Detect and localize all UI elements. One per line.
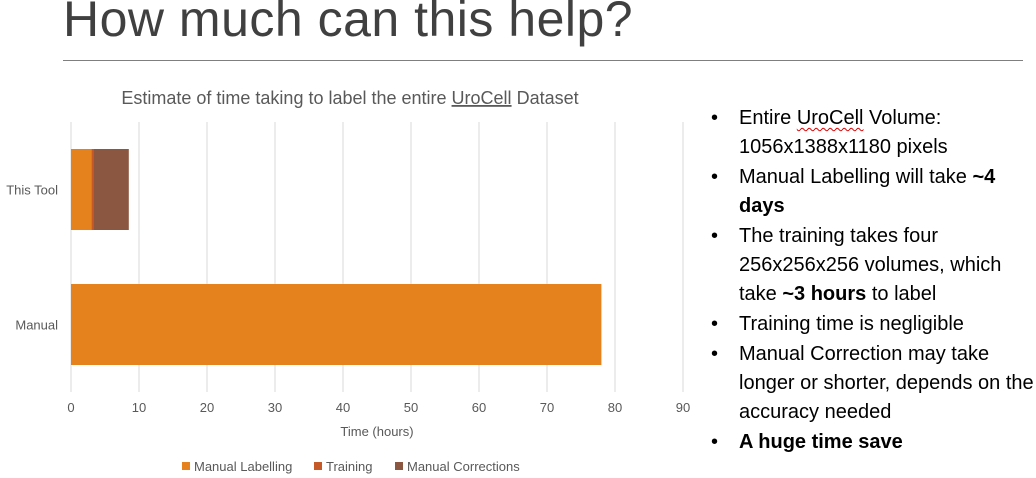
stacked-bar-chart: Estimate of time taking to label the ent…	[6, 88, 690, 474]
x-tick-label: 20	[200, 400, 214, 415]
slide-title: How much can this help?	[63, 0, 634, 47]
bar-manual-labelling	[71, 149, 92, 230]
legend: Manual Labelling Training Manual Correctio…	[182, 459, 520, 474]
bullet-item: A huge time save	[710, 428, 1036, 457]
bars	[71, 149, 602, 365]
chart-title-part-2: UroCell	[452, 88, 512, 108]
bullet-text: ~4 days	[739, 166, 996, 217]
chart-title-part-1: Estimate of time taking to label the ent…	[121, 88, 451, 108]
x-axis-label: Time (hours)	[340, 424, 413, 439]
bullet-text: Manual Correction may take longer or sho…	[739, 343, 1034, 423]
legend-label: Manual Corrections	[407, 459, 520, 474]
y-category-label: Manual	[15, 318, 58, 333]
y-category-labels: This Tool Manual	[6, 183, 58, 333]
bar-manual-labelling	[71, 284, 602, 365]
bullet-text: UroCell	[796, 107, 864, 129]
x-tick-label: 50	[404, 400, 418, 415]
legend-swatch	[395, 462, 403, 470]
legend-label: Training	[326, 459, 372, 474]
y-category-label: This Tool	[6, 183, 58, 198]
bullet-text: Manual Labelling will take	[739, 166, 973, 188]
bullet-text: Volume: 1056x1388x1180 pixels	[739, 107, 948, 158]
x-tick-label: 10	[132, 400, 146, 415]
x-tick-label: 80	[608, 400, 622, 415]
title-divider	[63, 60, 1023, 61]
bullet-item: Training time is negligible	[710, 310, 1036, 339]
bullet-text: Training time is negligible	[739, 313, 964, 335]
legend-label: Manual Labelling	[194, 459, 292, 474]
bullet-item: Entire UroCell Volume: 1056x1388x1180 pi…	[710, 104, 1036, 162]
bullet-text: A huge time save	[739, 431, 903, 453]
bullet-text: to label	[866, 283, 937, 305]
x-tick-labels: 0 10 20 30 40 50 60 70 80 90	[67, 400, 690, 415]
legend-swatch	[314, 462, 322, 470]
bar-manual-corrections	[93, 149, 129, 230]
bar-training	[91, 149, 94, 230]
bullet-list: Entire UroCell Volume: 1056x1388x1180 pi…	[710, 104, 1036, 458]
legend-swatch	[182, 462, 190, 470]
bullet-text: ~3 hours	[782, 283, 867, 305]
x-tick-label: 70	[540, 400, 554, 415]
x-tick-label: 60	[472, 400, 486, 415]
x-tick-label: 90	[676, 400, 690, 415]
bullet-text: Entire	[739, 107, 797, 129]
chart-title-part-3: Dataset	[512, 88, 579, 108]
x-tick-label: 40	[336, 400, 350, 415]
bullet-item: Manual Labelling will take ~4 days	[710, 163, 1036, 221]
x-tick-label: 0	[67, 400, 74, 415]
bullet-item: Manual Correction may take longer or sho…	[710, 340, 1036, 427]
x-tick-label: 30	[268, 400, 282, 415]
bullet-text: The training takes four 256x256x256 volu…	[739, 225, 1002, 305]
bullet-item: The training takes four 256x256x256 volu…	[710, 222, 1036, 309]
chart-title: Estimate of time taking to label the ent…	[121, 88, 578, 108]
